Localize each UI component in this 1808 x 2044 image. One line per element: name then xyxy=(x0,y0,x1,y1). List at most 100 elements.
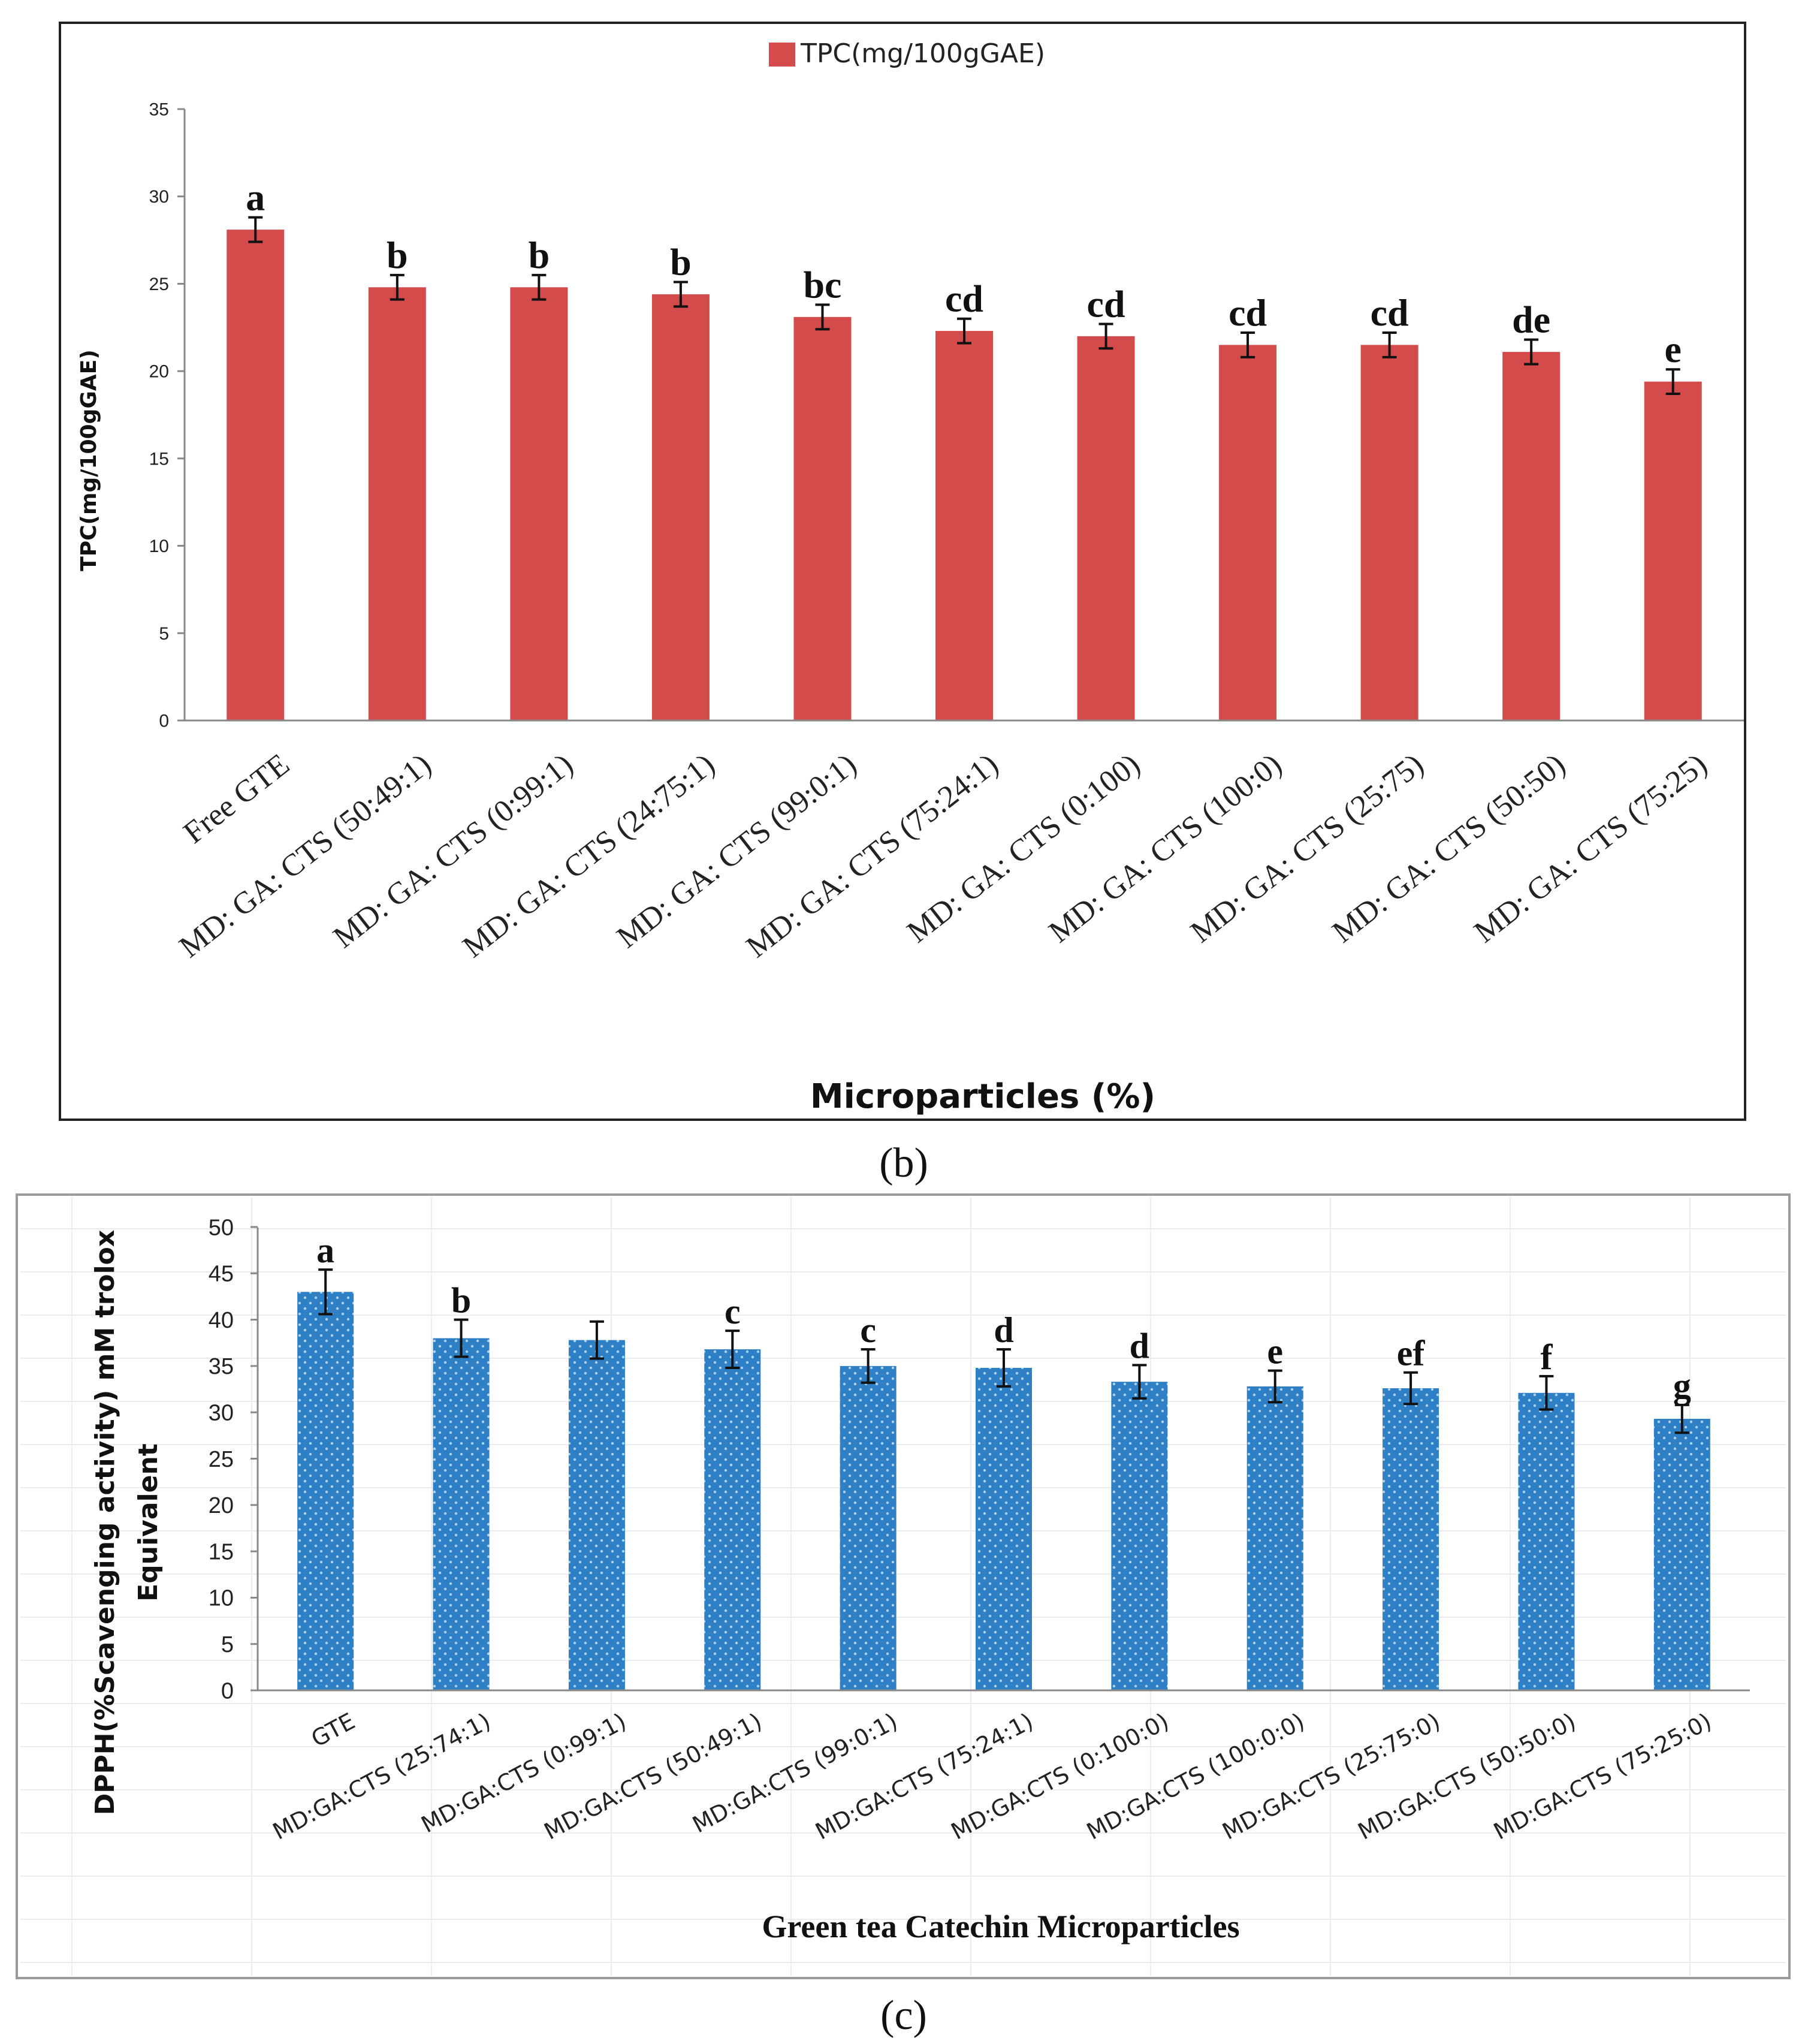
tpc-x-tick-label: MD: GA: CTS (100:0) xyxy=(1043,747,1288,950)
dpph-x-axis-label: Green tea Catechin Microparticles xyxy=(762,1909,1239,1944)
panel-c: DPPH(%Scavenging activity) mM trolox Equ… xyxy=(16,1193,1791,1979)
dpph-y-tick-label: 0 xyxy=(221,1678,234,1704)
dpph-bar xyxy=(568,1340,625,1690)
dpph-y-tick-label: 25 xyxy=(209,1447,234,1472)
dpph-y-tick-label: 45 xyxy=(209,1262,234,1287)
dpph-significance-letter: d xyxy=(994,1310,1013,1350)
panel-c-frame xyxy=(16,1193,1791,1979)
dpph-x-tick-label: MD:GA:CTS (0:100:0) xyxy=(947,1708,1173,1845)
dpph-y-ticks: 0 5 10 15 20 25 30 35 40 45 50 xyxy=(209,1215,258,1704)
dpph-bar xyxy=(1653,1419,1710,1690)
tpc-x-tick-label: MD: GA: CTS (75:25) xyxy=(1468,747,1714,950)
dpph-y-tick-label: 5 xyxy=(221,1632,234,1657)
panel-b-caption: (b) xyxy=(879,1140,928,1186)
tpc-x-tick-label: MD: GA: CTS (25:75) xyxy=(1184,747,1430,950)
dpph-bar xyxy=(1111,1382,1168,1690)
tpc-y-tick-label: 25 xyxy=(149,275,169,294)
tpc-x-tick-label: MD: GA: CTS (75:24:1) xyxy=(740,747,1004,964)
panel-b: TPC(mg/100gGAE) TPC(mg/100gGAE) 0 5 10 15 20… xyxy=(59,22,1746,1121)
tpc-y-axis-label: TPC(mg/100gGAE) xyxy=(77,349,101,571)
tpc-bar xyxy=(935,331,993,720)
tpc-bar xyxy=(227,230,285,721)
tpc-bar xyxy=(1644,381,1702,720)
tpc-significance-letter: b xyxy=(387,234,408,276)
tpc-significance-letter: cd xyxy=(1229,291,1267,334)
tpc-bar xyxy=(368,287,426,720)
dpph-y-axis-label-line2: Equivalent xyxy=(133,1443,164,1602)
panel-c-caption: (c) xyxy=(880,1992,927,2039)
dpph-y-axis-label-line1: DPPH(%Scavenging activity) mM trolox xyxy=(90,1230,120,1815)
tpc-y-tick-label: 0 xyxy=(159,712,169,731)
tpc-bar xyxy=(1360,345,1418,720)
dpph-x-tick-label: MD:GA:CTS (50:50:0) xyxy=(1354,1708,1580,1845)
dpph-significance-letter: c xyxy=(725,1292,741,1331)
dpph-bar xyxy=(1518,1392,1575,1690)
tpc-bar xyxy=(1219,345,1277,720)
dpph-x-tick-label: MD:GA:CTS (25:74:1) xyxy=(268,1708,495,1845)
tpc-y-ticks: 0 5 10 15 20 25 30 35 xyxy=(149,100,185,731)
tpc-significance-letter: e xyxy=(1665,328,1682,370)
dpph-x-tick-label: MD:GA:CTS (75:24:1) xyxy=(811,1708,1037,1845)
dpph-bar xyxy=(704,1349,761,1690)
tpc-bar xyxy=(651,294,710,720)
tpc-y-tick-label: 10 xyxy=(149,536,169,556)
dpph-significance-letter: a xyxy=(316,1231,334,1270)
dpph-bars: a b c c d d e ef f g xyxy=(297,1231,1710,1690)
dpph-x-tick-label: MD:GA:CTS (25:75:0) xyxy=(1218,1708,1444,1845)
dpph-significance-letter: e xyxy=(1267,1332,1283,1371)
dpph-bar xyxy=(297,1292,354,1690)
dpph-bar xyxy=(1246,1386,1303,1690)
dpph-x-tick-label: MD:GA:CTS (100:0:0) xyxy=(1082,1708,1309,1845)
dpph-y-tick-label: 20 xyxy=(209,1493,234,1518)
dpph-y-tick-label: 15 xyxy=(209,1539,234,1564)
tpc-significance-letter: cd xyxy=(945,278,983,320)
dpph-y-tick-label: 10 xyxy=(209,1586,234,1611)
tpc-bar xyxy=(793,316,852,720)
dpph-y-tick-label: 30 xyxy=(209,1401,234,1426)
dpph-significance-letter: g xyxy=(1673,1366,1691,1406)
dpph-significance-letter: c xyxy=(860,1310,876,1350)
tpc-y-tick-label: 5 xyxy=(159,624,169,644)
tpc-y-tick-label: 15 xyxy=(149,449,169,469)
dpph-bar xyxy=(433,1338,490,1690)
tpc-x-tick-label: Free GTE xyxy=(177,747,296,851)
tpc-x-tick-label: MD: GA: CTS (50:49:1) xyxy=(173,747,437,964)
dpph-y-tick-label: 40 xyxy=(209,1308,234,1333)
tpc-bars: a b b b bc cd cd cd cd de e xyxy=(227,176,1702,721)
tpc-legend-label: TPC(mg/100gGAE) xyxy=(800,38,1045,69)
tpc-significance-letter: a xyxy=(246,176,265,219)
tpc-y-tick-label: 20 xyxy=(149,362,169,382)
tpc-x-tick-label: MD: GA: CTS (50:50) xyxy=(1326,747,1572,950)
tpc-x-axis-label: Microparticles (%) xyxy=(810,1077,1155,1116)
dpph-x-tick-label: MD:GA:CTS (50:49:1) xyxy=(540,1708,766,1845)
tpc-significance-letter: b xyxy=(529,234,550,276)
dpph-bar xyxy=(1383,1388,1439,1690)
tpc-bar xyxy=(1502,352,1561,720)
dpph-bar xyxy=(976,1367,1032,1690)
tpc-bar xyxy=(1077,336,1135,720)
dpph-x-tick-label: GTE xyxy=(307,1708,359,1752)
dpph-x-tick-label: MD:GA:CTS (75:25:0) xyxy=(1489,1708,1716,1845)
tpc-x-tick-label: MD: GA: CTS (0:100) xyxy=(901,747,1146,950)
panel-b-frame xyxy=(59,22,1746,1121)
tpc-x-tick-label: MD: GA: CTS (0:99:1) xyxy=(327,747,579,955)
dpph-significance-letter: f xyxy=(1540,1337,1553,1377)
dpph-y-tick-label: 35 xyxy=(209,1354,234,1379)
dpph-significance-letter: ef xyxy=(1397,1334,1426,1373)
dpph-significance-letter: d xyxy=(1130,1326,1149,1365)
tpc-significance-letter: cd xyxy=(1371,291,1409,334)
tpc-legend-swatch xyxy=(769,43,795,67)
tpc-bar xyxy=(510,287,568,720)
dpph-bar xyxy=(840,1365,897,1690)
tpc-x-tick-label: MD: GA: CTS (99:0:1) xyxy=(611,747,863,955)
dpph-y-tick-label: 50 xyxy=(209,1215,234,1240)
tpc-significance-letter: de xyxy=(1512,299,1550,341)
tpc-x-tick-label: MD: GA: CTS (24:75:1) xyxy=(457,747,721,964)
dpph-significance-letter: b xyxy=(451,1281,471,1321)
tpc-y-tick-label: 35 xyxy=(149,100,169,120)
tpc-significance-letter: cd xyxy=(1087,282,1125,325)
tpc-significance-letter: bc xyxy=(803,263,841,306)
